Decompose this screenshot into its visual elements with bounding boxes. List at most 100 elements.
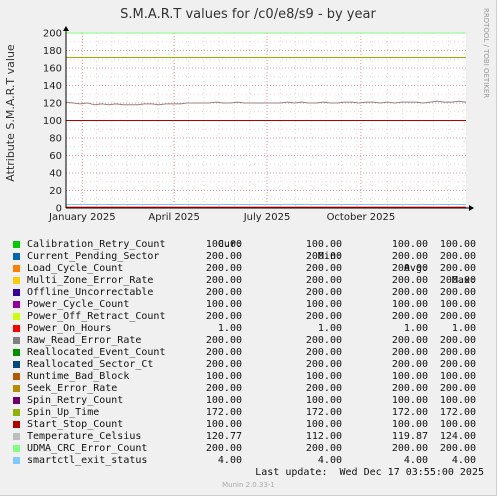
legend-min: 200.00 xyxy=(305,347,342,358)
legend-max: 200.00 xyxy=(439,443,476,454)
legend-min: 200.00 xyxy=(305,335,342,346)
munin-version: Munin 2.0.33-1 xyxy=(222,481,275,489)
legend-min: 100.00 xyxy=(305,419,342,430)
legend-min: 200.00 xyxy=(305,311,342,322)
legend-row: Reallocated_Sector_Ct 200.00 200.00 200.00 2… xyxy=(13,359,483,371)
legend-swatch xyxy=(13,277,20,284)
last-update: Last update: Wed Dec 17 03:55:00 2025 xyxy=(255,467,484,478)
col-min-header: Min: xyxy=(317,251,342,262)
legend-series-name: smartctl_exit_status xyxy=(27,455,148,466)
col-avg-header: Avg: xyxy=(403,263,428,274)
legend-swatch xyxy=(13,373,20,380)
legend-row: Start_Stop_Count 100.00 100.00 100.00 100.00 xyxy=(13,419,483,431)
legend-min: 200.00 xyxy=(305,443,342,454)
legend-series-name: UDMA_CRC_Error_Count xyxy=(27,443,148,454)
legend-avg: 200.00 xyxy=(391,383,428,394)
series-lines xyxy=(65,32,467,208)
y-tick-label: 180 xyxy=(43,46,62,57)
legend-min: 100.00 xyxy=(305,371,342,382)
legend-series-name: Seek_Error_Rate xyxy=(27,383,118,394)
legend-max: 100.00 xyxy=(439,395,476,406)
legend-min: 112.00 xyxy=(305,431,342,442)
legend-row: Multi_Zone_Error_Rate 200.00 200.00 200.00 2… xyxy=(13,275,483,287)
legend-avg: 119.87 xyxy=(391,431,428,442)
legend-max: 200.00 xyxy=(439,275,476,286)
legend-series-name: Multi_Zone_Error_Rate xyxy=(27,275,154,286)
legend-row: Power_Off_Retract_Count 200.00 200.00 200.0… xyxy=(13,311,483,323)
y-tick-label: 0 xyxy=(56,204,62,215)
legend-row: UDMA_CRC_Error_Count 200.00 200.00 200.00 20… xyxy=(13,443,483,455)
legend-swatch xyxy=(13,265,20,272)
legend-row: Offline_Uncorrectable 200.00 200.00 200.00 2… xyxy=(13,287,483,299)
legend-max: 172.00 xyxy=(439,407,476,418)
legend-avg: 1.00 xyxy=(403,323,428,334)
col-cur-header: Cur: xyxy=(217,239,242,250)
legend-row: Power_Cycle_Count 100.00 100.00 100.00 100.0… xyxy=(13,299,483,311)
legend-series-name: Raw_Read_Error_Rate xyxy=(27,335,142,346)
chart-title: S.M.A.R.T values for /c0/e8/s9 - by year xyxy=(120,7,376,22)
legend-cur: 100.00 xyxy=(205,419,242,430)
legend-row: Load_Cycle_Count 200.00 200.00 200.00 200.00 xyxy=(13,263,483,275)
y-axis-arrow xyxy=(63,26,69,31)
legend-min: 200.00 xyxy=(305,275,342,286)
legend-avg: 172.00 xyxy=(391,407,428,418)
legend-max: 4.00 xyxy=(451,455,476,466)
legend-swatch xyxy=(13,301,20,308)
y-axis-label: Attribute S.M.A.R.T value xyxy=(4,44,17,182)
legend-max: 200.00 xyxy=(439,263,476,274)
legend-avg: 100.00 xyxy=(391,419,428,430)
legend-min: 4.00 xyxy=(317,455,342,466)
legend-row: Calibration_Retry_Count 100.00 100.00 100.0… xyxy=(13,239,483,251)
y-tick-label: 20 xyxy=(49,186,62,197)
legend-row: Raw_Read_Error_Rate 200.00 200.00 200.00 200… xyxy=(13,335,483,347)
legend-max: 100.00 xyxy=(439,299,476,310)
legend-series-name: Offline_Uncorrectable xyxy=(27,287,154,298)
legend-max: 200.00 xyxy=(439,311,476,322)
legend-series-name: Power_On_Hours xyxy=(27,323,112,334)
legend-avg: 200.00 xyxy=(391,251,428,262)
legend-swatch xyxy=(13,325,20,332)
legend-series-name: Power_Off_Retract_Count xyxy=(27,311,166,322)
legend-row: smartctl_exit_status 4.00 4.00 4.00 4.00 xyxy=(13,455,483,467)
rrdtool-credit: RRDTOOL / TOBI OETIKER xyxy=(482,8,490,98)
legend-swatch xyxy=(13,313,20,320)
legend-row: Spin_Up_Time 172.00 172.00 172.00 172.00 xyxy=(13,407,483,419)
legend-max: 200.00 xyxy=(439,287,476,298)
legend-max: 1.00 xyxy=(451,323,476,334)
y-tick-label: 40 xyxy=(49,169,62,180)
col-max-header: Max: xyxy=(451,275,476,286)
legend-cur: 100.00 xyxy=(205,299,242,310)
legend-series-name: Power_Cycle_Count xyxy=(27,299,130,310)
legend-swatch xyxy=(13,445,20,452)
legend-series-name: Current_Pending_Sector xyxy=(27,251,160,262)
legend-swatch xyxy=(13,421,20,428)
legend-row: Runtime_Bad_Block 100.00 100.00 100.00 100.0… xyxy=(13,371,483,383)
legend-series-name: Start_Stop_Count xyxy=(27,419,124,430)
legend-max: 124.00 xyxy=(439,431,476,442)
legend-max: 200.00 xyxy=(439,383,476,394)
legend-cur: 200.00 xyxy=(205,263,242,274)
legend-cur: 100.00 xyxy=(205,239,242,250)
legend-min: 100.00 xyxy=(305,395,342,406)
legend-avg: 200.00 xyxy=(391,311,428,322)
legend-cur: 200.00 xyxy=(205,359,242,370)
legend-max: 100.00 xyxy=(439,419,476,430)
legend-row: Reallocated_Event_Count 200.00 200.00 200.0… xyxy=(13,347,483,359)
legend-series-name: Spin_Retry_Count xyxy=(27,395,124,406)
legend-min: 172.00 xyxy=(305,407,342,418)
legend-max: 100.00 xyxy=(439,371,476,382)
legend-avg: 100.00 xyxy=(391,299,428,310)
legend-min: 100.00 xyxy=(305,239,342,250)
legend-series-name: Temperature_Celsius xyxy=(27,431,142,442)
legend-table: Cur: Min: Avg: Max: Calibration_Retry_Co… xyxy=(13,227,483,467)
x-axis-arrow xyxy=(469,205,474,211)
legend-avg: 200.00 xyxy=(391,287,428,298)
legend-min: 200.00 xyxy=(305,263,342,274)
y-tick-labels: 0 20 40 60 80 100 120 140 160 180 200 xyxy=(43,29,62,215)
legend-max: 100.00 xyxy=(439,239,476,250)
legend-cur: 100.00 xyxy=(205,395,242,406)
legend-swatch xyxy=(13,361,20,368)
legend-min: 200.00 xyxy=(305,359,342,370)
x-tick-label: July 2025 xyxy=(243,212,291,222)
x-tick-label: January 2025 xyxy=(48,212,116,222)
